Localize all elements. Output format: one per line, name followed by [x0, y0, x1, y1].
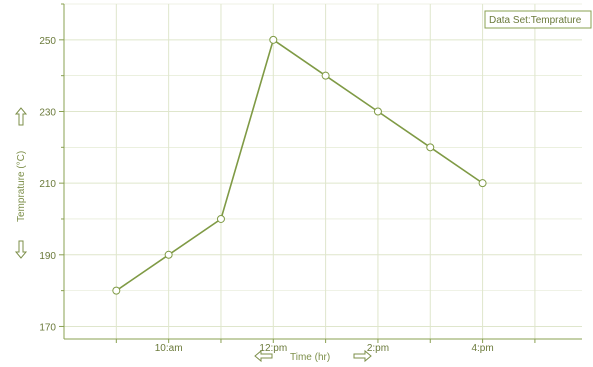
- down-arrow-icon: [14, 240, 28, 259]
- left-arrow-icon: [254, 349, 273, 363]
- y-tick-label: 230: [39, 107, 56, 118]
- y-tick-label: 250: [39, 36, 56, 47]
- data-point: [112, 286, 121, 295]
- x-axis-title: Time (hr): [290, 352, 330, 363]
- data-point: [321, 71, 330, 80]
- y-tick-label: 210: [39, 179, 56, 190]
- x-tick-label: 12:pm: [259, 343, 287, 354]
- x-tick-label: 2:pm: [367, 343, 389, 354]
- y-tick-label: 170: [39, 322, 56, 333]
- x-tick-label: 4:pm: [471, 343, 493, 354]
- grid: [64, 3, 582, 339]
- series-line: [115, 38, 484, 292]
- legend: Data Set:Temprature: [484, 10, 592, 29]
- data-point: [478, 179, 487, 188]
- legend-box: [484, 10, 592, 29]
- data-point: [216, 214, 225, 223]
- y-axis-title-group: Temprature (°C): [14, 107, 28, 259]
- y-ticks: 170 190 210 230 250: [39, 3, 64, 333]
- up-arrow-icon: [14, 107, 28, 126]
- x-ticks: 10:am 12:pm 2:pm 4:pm: [115, 339, 536, 354]
- y-tick-label: 190: [39, 251, 56, 262]
- data-point: [269, 35, 278, 44]
- axes: [63, 4, 582, 340]
- data-point: [164, 250, 173, 259]
- legend-label: Data Set:Temprature: [489, 15, 582, 26]
- x-axis-title-group: Time (hr): [254, 349, 372, 363]
- y-axis-title: Temprature (°C): [16, 151, 27, 222]
- data-point: [426, 143, 435, 152]
- right-arrow-icon: [353, 349, 372, 363]
- series: [112, 35, 487, 295]
- data-point: [373, 107, 382, 116]
- x-tick-label: 10:am: [155, 343, 183, 354]
